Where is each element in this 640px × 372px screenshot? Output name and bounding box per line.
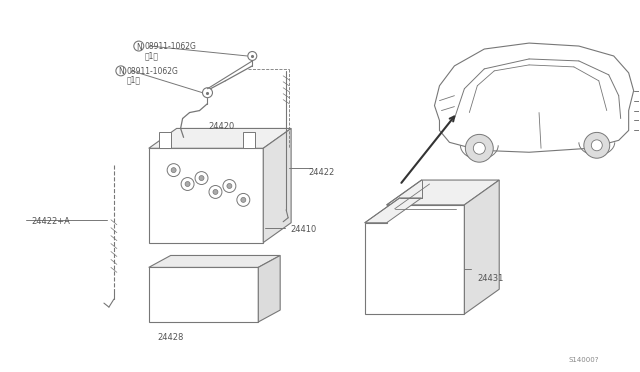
Text: 〈1〉: 〈1〉 [145, 51, 159, 60]
Circle shape [134, 41, 144, 51]
Circle shape [591, 140, 602, 151]
Polygon shape [435, 43, 634, 152]
Circle shape [584, 132, 610, 158]
Circle shape [209, 186, 222, 198]
Text: 24410: 24410 [290, 225, 316, 234]
Circle shape [202, 88, 212, 98]
Polygon shape [148, 128, 291, 148]
Circle shape [167, 164, 180, 177]
Text: 08911-1062G: 08911-1062G [127, 67, 179, 76]
Text: 24431: 24431 [477, 274, 504, 283]
Text: N: N [118, 67, 124, 76]
Text: 08911-1062G: 08911-1062G [145, 42, 196, 51]
Text: 24422: 24422 [308, 168, 334, 177]
Circle shape [241, 198, 246, 202]
Circle shape [181, 177, 194, 190]
Circle shape [116, 66, 126, 76]
Polygon shape [148, 256, 280, 267]
Polygon shape [243, 132, 255, 148]
Circle shape [199, 176, 204, 180]
Circle shape [185, 182, 190, 186]
Polygon shape [148, 148, 263, 243]
Text: N: N [136, 42, 141, 52]
Polygon shape [148, 267, 259, 322]
Polygon shape [259, 256, 280, 322]
Circle shape [465, 134, 493, 162]
Polygon shape [263, 128, 291, 243]
Polygon shape [159, 132, 171, 148]
Circle shape [171, 168, 176, 173]
Circle shape [223, 180, 236, 192]
Circle shape [227, 183, 232, 189]
Text: 24422+A: 24422+A [31, 217, 70, 226]
Circle shape [474, 142, 485, 154]
Polygon shape [465, 180, 499, 314]
Circle shape [195, 171, 208, 185]
Circle shape [213, 189, 218, 195]
Text: 24420: 24420 [209, 122, 235, 131]
Circle shape [237, 193, 250, 206]
Text: S14000?: S14000? [569, 357, 600, 363]
Polygon shape [387, 180, 499, 205]
Text: 24428: 24428 [157, 333, 184, 342]
Polygon shape [365, 205, 465, 314]
Text: 〈1〉: 〈1〉 [127, 76, 141, 85]
Circle shape [248, 51, 257, 60]
Polygon shape [365, 198, 422, 223]
